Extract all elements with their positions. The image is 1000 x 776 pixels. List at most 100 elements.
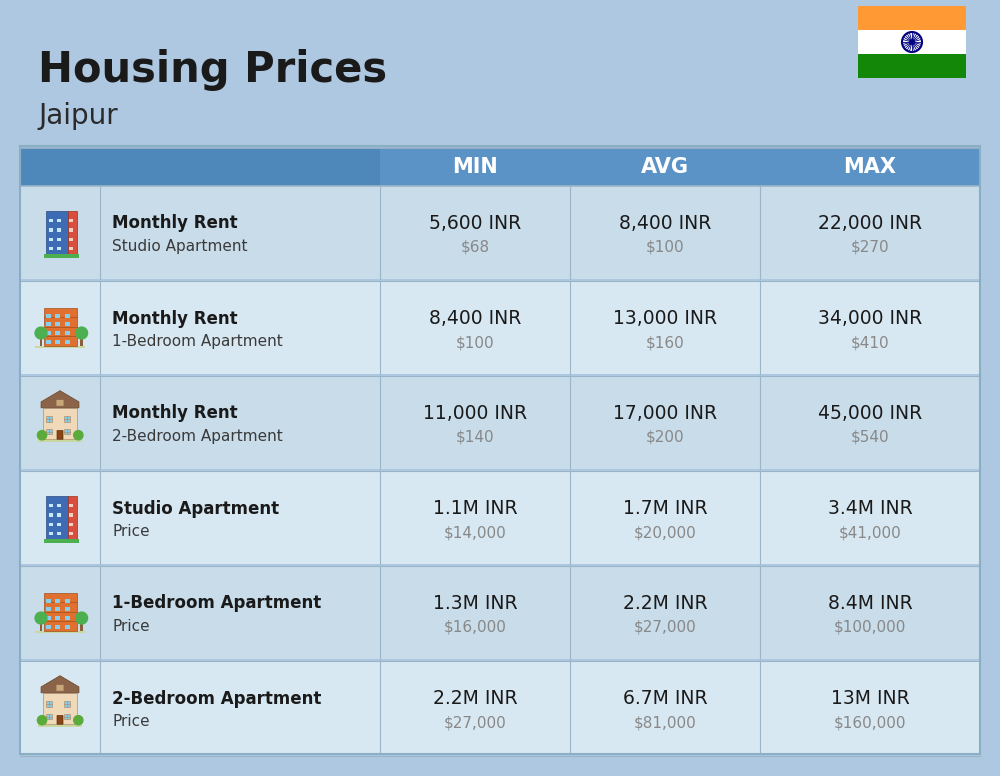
Text: $27,000: $27,000 [444, 715, 506, 730]
FancyBboxPatch shape [44, 254, 79, 258]
Circle shape [76, 327, 88, 339]
FancyBboxPatch shape [43, 693, 77, 724]
FancyBboxPatch shape [65, 599, 70, 603]
Text: Studio Apartment: Studio Apartment [112, 239, 248, 254]
Circle shape [76, 612, 88, 624]
FancyBboxPatch shape [46, 702, 52, 707]
Text: MIN: MIN [452, 157, 498, 177]
FancyBboxPatch shape [49, 237, 53, 241]
FancyBboxPatch shape [80, 338, 83, 345]
Text: 2.2M INR: 2.2M INR [433, 689, 517, 708]
Text: Price: Price [112, 714, 150, 729]
FancyBboxPatch shape [38, 439, 82, 442]
FancyBboxPatch shape [64, 702, 70, 707]
FancyBboxPatch shape [46, 625, 51, 629]
FancyBboxPatch shape [65, 340, 70, 344]
Text: $27,000: $27,000 [634, 620, 696, 635]
FancyBboxPatch shape [49, 504, 53, 508]
Text: 45,000 INR: 45,000 INR [818, 404, 922, 423]
FancyBboxPatch shape [43, 408, 77, 439]
Text: 17,000 INR: 17,000 INR [613, 404, 717, 423]
Circle shape [74, 715, 83, 725]
FancyBboxPatch shape [69, 219, 73, 223]
Text: 22,000 INR: 22,000 INR [818, 214, 922, 233]
FancyBboxPatch shape [57, 514, 61, 517]
FancyBboxPatch shape [44, 593, 76, 631]
Text: $100: $100 [456, 335, 494, 350]
Text: 1-Bedroom Apartment: 1-Bedroom Apartment [112, 334, 283, 349]
FancyBboxPatch shape [55, 616, 60, 620]
FancyBboxPatch shape [858, 54, 966, 78]
FancyBboxPatch shape [55, 314, 60, 318]
Text: 1.3M INR: 1.3M INR [433, 594, 517, 613]
Text: Monthly Rent: Monthly Rent [112, 404, 238, 422]
Text: Monthly Rent: Monthly Rent [112, 310, 238, 327]
Polygon shape [41, 390, 79, 408]
Circle shape [35, 327, 47, 339]
FancyBboxPatch shape [65, 331, 70, 335]
Circle shape [37, 715, 47, 725]
FancyBboxPatch shape [55, 331, 60, 335]
FancyBboxPatch shape [20, 471, 980, 564]
Text: Studio Apartment: Studio Apartment [112, 500, 279, 518]
FancyBboxPatch shape [69, 247, 73, 250]
Text: 2-Bedroom Apartment: 2-Bedroom Apartment [112, 690, 321, 708]
Text: 2-Bedroom Apartment: 2-Bedroom Apartment [112, 429, 283, 444]
FancyBboxPatch shape [380, 148, 980, 186]
FancyBboxPatch shape [57, 247, 61, 250]
FancyBboxPatch shape [38, 724, 82, 727]
Text: 8,400 INR: 8,400 INR [619, 214, 711, 233]
Text: $160: $160 [646, 335, 684, 350]
FancyBboxPatch shape [57, 504, 61, 508]
FancyBboxPatch shape [57, 431, 63, 439]
FancyBboxPatch shape [35, 345, 85, 348]
FancyBboxPatch shape [35, 631, 85, 633]
FancyBboxPatch shape [20, 661, 980, 754]
Circle shape [74, 431, 83, 440]
Text: 1-Bedroom Apartment: 1-Bedroom Apartment [112, 594, 321, 612]
Circle shape [35, 612, 47, 624]
FancyBboxPatch shape [69, 514, 73, 517]
FancyBboxPatch shape [68, 496, 77, 539]
FancyBboxPatch shape [46, 599, 51, 603]
FancyBboxPatch shape [69, 504, 73, 508]
FancyBboxPatch shape [55, 625, 60, 629]
FancyBboxPatch shape [49, 522, 53, 526]
FancyBboxPatch shape [49, 228, 53, 232]
Text: 3.4M INR: 3.4M INR [828, 499, 912, 518]
Text: Price: Price [112, 524, 150, 539]
FancyBboxPatch shape [46, 417, 52, 421]
Text: $540: $540 [851, 430, 889, 445]
FancyBboxPatch shape [65, 616, 70, 620]
FancyBboxPatch shape [46, 608, 51, 611]
Circle shape [37, 431, 47, 440]
FancyBboxPatch shape [64, 417, 70, 421]
Text: $270: $270 [851, 240, 889, 255]
FancyBboxPatch shape [69, 237, 73, 241]
FancyBboxPatch shape [46, 314, 51, 318]
FancyBboxPatch shape [49, 514, 53, 517]
FancyBboxPatch shape [49, 532, 53, 535]
Text: $41,000: $41,000 [839, 525, 901, 540]
Text: $410: $410 [851, 335, 889, 350]
Text: Price: Price [112, 619, 150, 634]
Text: $160,000: $160,000 [834, 715, 906, 730]
FancyBboxPatch shape [20, 186, 980, 279]
FancyBboxPatch shape [46, 496, 68, 539]
FancyBboxPatch shape [68, 211, 77, 254]
FancyBboxPatch shape [57, 522, 61, 526]
FancyBboxPatch shape [20, 281, 980, 374]
Text: Jaipur: Jaipur [38, 102, 118, 130]
FancyBboxPatch shape [56, 400, 64, 406]
FancyBboxPatch shape [46, 616, 51, 620]
Text: 8,400 INR: 8,400 INR [429, 309, 521, 328]
FancyBboxPatch shape [64, 714, 70, 719]
FancyBboxPatch shape [40, 338, 42, 345]
FancyBboxPatch shape [55, 340, 60, 344]
Text: $140: $140 [456, 430, 494, 445]
Text: AVG: AVG [641, 157, 689, 177]
FancyBboxPatch shape [20, 148, 380, 186]
Text: 5,600 INR: 5,600 INR [429, 214, 521, 233]
Text: $100,000: $100,000 [834, 620, 906, 635]
Text: MAX: MAX [844, 157, 896, 177]
